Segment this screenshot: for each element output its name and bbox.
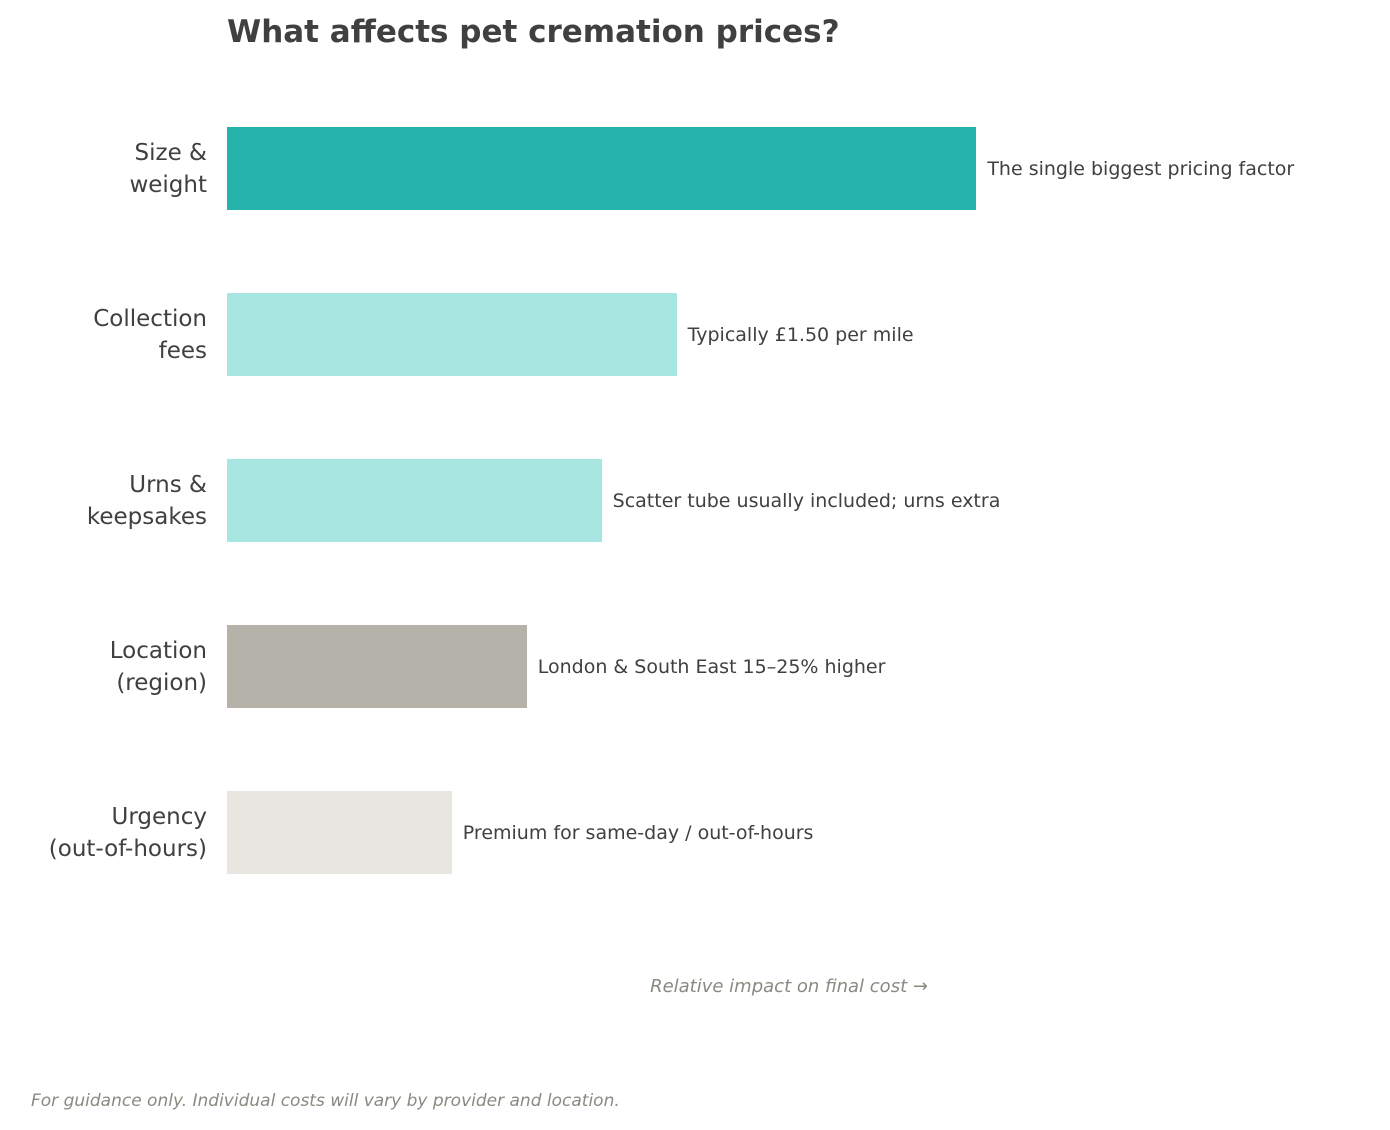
bar xyxy=(227,459,602,542)
bar xyxy=(227,127,977,210)
category-label: Collection fees xyxy=(93,305,207,364)
bar-annotation: The single biggest pricing factor xyxy=(987,157,1295,180)
bar-annotation: Scatter tube usually included; urns extr… xyxy=(612,489,1001,512)
footer-note: For guidance only. Individual costs will… xyxy=(31,1091,620,1111)
bar-annotation: Premium for same-day / out-of-hours xyxy=(462,821,814,844)
x-axis-label: Relative impact on final cost → xyxy=(650,976,928,997)
bar-annotation: Typically £1.50 per mile xyxy=(687,323,914,346)
chart-title: What affects pet cremation prices? xyxy=(227,14,840,50)
category-label: Urgency (out-of-hours) xyxy=(48,803,207,862)
category-label: Urns & keepsakes xyxy=(86,471,207,530)
bar xyxy=(227,791,452,874)
category-label: Size & weight xyxy=(129,139,207,198)
bar xyxy=(227,625,527,708)
bar-annotation: London & South East 15–25% higher xyxy=(537,655,886,678)
category-label: Location (region) xyxy=(109,637,207,696)
bar xyxy=(227,293,677,376)
